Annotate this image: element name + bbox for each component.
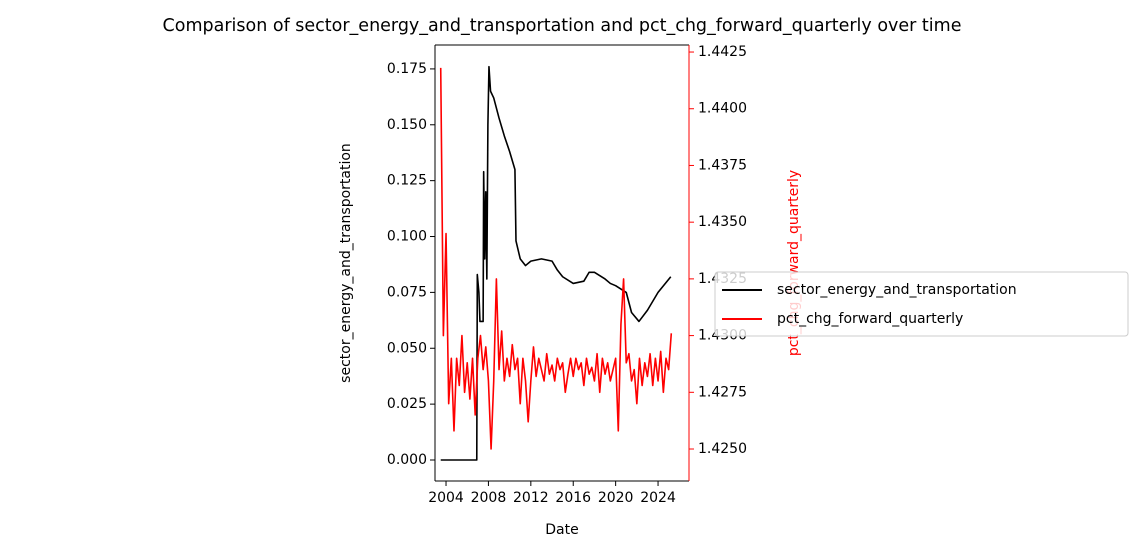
- y2-tick-label: 1.4250: [698, 441, 747, 457]
- x-tick-label: 2024: [640, 490, 676, 506]
- x-tick-label: 2004: [428, 490, 464, 506]
- y-tick-label: 0.150: [387, 117, 427, 133]
- y2-tick-label: 1.4400: [698, 101, 747, 117]
- y-tick-label: 0.125: [387, 173, 427, 189]
- y-tick-label: 0.050: [387, 340, 427, 356]
- legend-label: sector_energy_and_transportation: [777, 282, 1017, 298]
- legend-label: pct_chg_forward_quarterly: [777, 311, 963, 327]
- y-tick-label: 0.000: [387, 452, 427, 468]
- x-tick-label: 2008: [471, 490, 507, 506]
- x-tick-label: 2020: [598, 490, 634, 506]
- x-tick-label: 2012: [513, 490, 549, 506]
- y-axis-label: sector_energy_and_transportation: [338, 143, 354, 383]
- y2-tick-label: 1.4375: [698, 157, 747, 173]
- x-axis-label: Date: [545, 522, 578, 538]
- y-tick-label: 0.175: [387, 61, 427, 77]
- y-tick-label: 0.025: [387, 396, 427, 412]
- x-tick-label: 2016: [555, 490, 591, 506]
- series-line: [439, 67, 673, 450]
- y-tick-label: 0.100: [387, 229, 427, 245]
- y2-tick-label: 1.4425: [698, 44, 747, 60]
- y2-tick-label: 1.4350: [698, 214, 747, 230]
- series-line: [440, 65, 672, 461]
- chart-title: Comparison of sector_energy_and_transpor…: [163, 16, 962, 36]
- y2-tick-label: 1.4275: [698, 384, 747, 400]
- legend-box: [714, 271, 1129, 337]
- y-tick-label: 0.075: [387, 284, 427, 300]
